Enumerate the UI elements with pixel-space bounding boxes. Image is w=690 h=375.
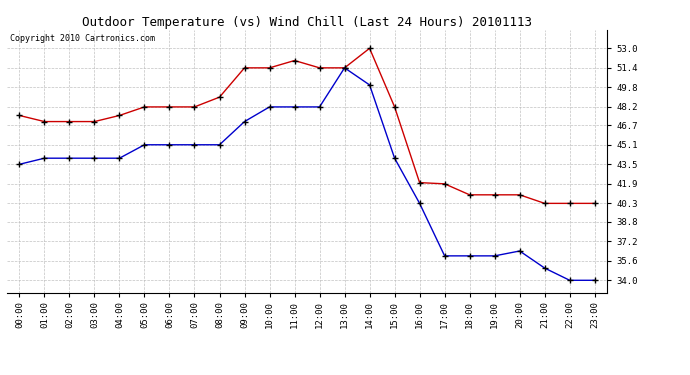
Title: Outdoor Temperature (vs) Wind Chill (Last 24 Hours) 20101113: Outdoor Temperature (vs) Wind Chill (Las… <box>82 16 532 29</box>
Text: Copyright 2010 Cartronics.com: Copyright 2010 Cartronics.com <box>10 34 155 43</box>
